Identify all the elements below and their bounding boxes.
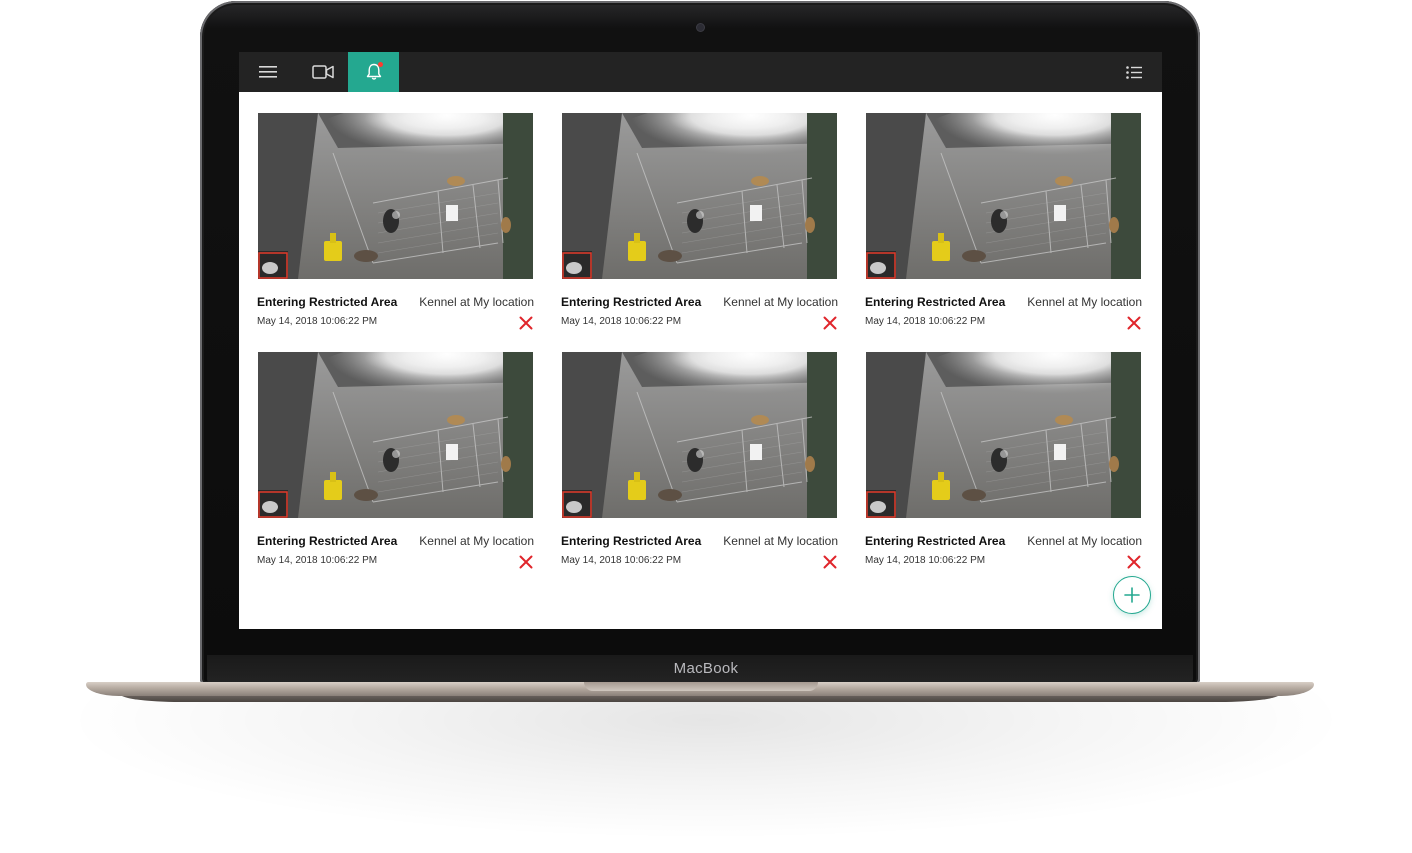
- event-thumbnail[interactable]: [562, 352, 837, 518]
- event-timestamp: May 14, 2018 10:06:22 PM: [865, 316, 986, 327]
- laptop-notch: [584, 682, 818, 691]
- event-title: Entering Restricted Area: [561, 534, 702, 548]
- video-camera-icon: [311, 65, 334, 79]
- delete-icon[interactable]: [519, 316, 533, 330]
- event-timestamp: May 14, 2018 10:06:22 PM: [561, 316, 682, 327]
- screen-bezel-bottom: [207, 655, 1193, 683]
- event-thumbnail[interactable]: [258, 352, 533, 518]
- event-card[interactable]: Entering Restricted Area Kennel at My lo…: [865, 92, 1142, 330]
- event-location: Kennel at My location: [723, 295, 838, 309]
- event-thumbnail[interactable]: [562, 113, 837, 279]
- menu-button[interactable]: [242, 52, 293, 92]
- alerts-tab-button[interactable]: [348, 52, 399, 92]
- event-timestamp: May 14, 2018 10:06:22 PM: [865, 555, 986, 566]
- event-thumbnail[interactable]: [258, 113, 533, 279]
- delete-icon[interactable]: [1127, 316, 1141, 330]
- event-card[interactable]: Entering Restricted Area Kennel at My lo…: [561, 92, 838, 330]
- event-timestamp: May 14, 2018 10:06:22 PM: [257, 555, 378, 566]
- event-location: Kennel at My location: [1027, 534, 1142, 548]
- event-location: Kennel at My location: [419, 534, 534, 548]
- event-timestamp: May 14, 2018 10:06:22 PM: [561, 555, 682, 566]
- event-title: Entering Restricted Area: [865, 534, 1006, 548]
- event-card[interactable]: Entering Restricted Area Kennel at My lo…: [257, 92, 534, 330]
- bell-icon: [366, 63, 381, 80]
- event-location: Kennel at My location: [1027, 295, 1142, 309]
- delete-icon[interactable]: [1127, 555, 1141, 569]
- event-location: Kennel at My location: [723, 534, 838, 548]
- delete-icon[interactable]: [519, 555, 533, 569]
- event-title: Entering Restricted Area: [257, 295, 398, 309]
- plus-icon: [1124, 587, 1140, 603]
- brand-label: MacBook: [673, 660, 739, 677]
- hamburger-icon: [258, 66, 277, 78]
- webcam: [697, 24, 704, 31]
- event-title: Entering Restricted Area: [865, 295, 1006, 309]
- laptop-base-bottom: [120, 694, 1280, 702]
- event-card[interactable]: Entering Restricted Area Kennel at My lo…: [561, 331, 838, 569]
- event-title: Entering Restricted Area: [257, 534, 398, 548]
- add-button[interactable]: [1113, 576, 1151, 614]
- event-thumbnail[interactable]: [866, 352, 1141, 518]
- event-thumbnail[interactable]: [866, 113, 1141, 279]
- laptop-shadow: [60, 690, 1352, 840]
- top-toolbar: [239, 52, 1162, 92]
- event-title: Entering Restricted Area: [561, 295, 702, 309]
- event-card[interactable]: Entering Restricted Area Kennel at My lo…: [865, 331, 1142, 569]
- app-screen: Entering Restricted Area Kennel at My lo…: [239, 52, 1162, 629]
- event-card[interactable]: Entering Restricted Area Kennel at My lo…: [257, 331, 534, 569]
- list-view-icon: [1125, 65, 1142, 79]
- list-view-button[interactable]: [1108, 52, 1159, 92]
- delete-icon[interactable]: [823, 316, 837, 330]
- delete-icon[interactable]: [823, 555, 837, 569]
- event-location: Kennel at My location: [419, 295, 534, 309]
- video-tab-button[interactable]: [297, 52, 348, 92]
- notification-dot: [378, 62, 383, 67]
- event-timestamp: May 14, 2018 10:06:22 PM: [257, 316, 378, 327]
